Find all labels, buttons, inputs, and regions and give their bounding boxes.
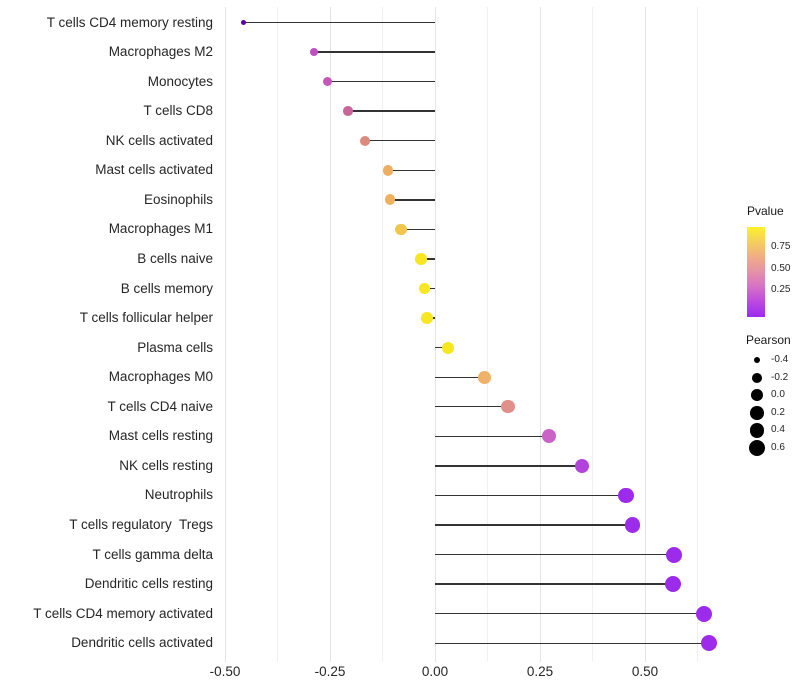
pearson-legend-dot: [751, 389, 763, 402]
gridline-minor: [382, 7, 383, 662]
lollipop-stem: [364, 140, 435, 142]
x-axis-tick-label: 0.25: [526, 664, 554, 679]
lollipop-stem: [435, 465, 582, 467]
lollipop-stem: [390, 199, 435, 201]
y-axis-label: NK cells activated: [105, 132, 213, 148]
gridline-major: [539, 7, 541, 662]
lollipop-dot: [309, 47, 319, 57]
y-axis-label: B cells naive: [137, 250, 213, 266]
lollipop-dot: [418, 282, 431, 295]
y-axis-label: Mast cells activated: [95, 162, 213, 178]
pearson-tick-label: -0.4: [771, 354, 789, 365]
lollipop-stem: [435, 583, 674, 585]
lollipop-dot: [618, 487, 634, 504]
lollipop-stem: [435, 376, 485, 378]
lollipop-dot: [382, 164, 394, 176]
lollipop-dot: [323, 77, 333, 87]
gridline-major: [224, 7, 226, 662]
pearson-legend-dot: [748, 439, 766, 457]
pvalue-legend-title: Pvalue: [747, 204, 784, 218]
gridline-major: [434, 7, 436, 662]
lollipop-dot: [624, 517, 641, 533]
y-axis-label: T cells gamma delta: [92, 546, 213, 562]
lollipop-dot: [665, 576, 682, 593]
x-axis-tick-label: 0.00: [421, 664, 449, 679]
y-axis-label: Neutrophils: [144, 487, 213, 503]
lollipop-stem: [387, 169, 435, 171]
lollipop-dot: [700, 635, 718, 652]
y-axis-label: Macrophages M2: [108, 44, 213, 60]
lollipop-dot: [343, 106, 353, 117]
pvalue-tick-label: 0.75: [771, 241, 791, 252]
y-axis-label: B cells memory: [120, 280, 213, 296]
lollipop-stem: [435, 642, 709, 644]
pvalue-tick-label: 0.25: [771, 284, 791, 295]
lollipop-dot: [359, 135, 370, 146]
lollipop-stem: [421, 258, 435, 260]
pearson-tick-label: 0.4: [771, 424, 785, 436]
pearson-tick-label: 0.2: [771, 406, 785, 418]
lollipop-dot: [665, 546, 682, 563]
lollipop-dot: [574, 458, 590, 474]
lollipop-stem: [435, 613, 704, 615]
pvalue-colorbar: [747, 227, 765, 317]
y-axis-label: Dendritic cells resting: [84, 576, 213, 592]
y-axis-label: NK cells resting: [119, 457, 213, 473]
lollipop-stem: [435, 524, 633, 526]
pearson-tick-label: 0.0: [771, 389, 785, 401]
lollipop-dot: [695, 605, 712, 622]
lollipop-stem: [435, 406, 509, 408]
lollipop-stem: [400, 228, 435, 231]
lollipop-dot: [501, 400, 515, 414]
y-axis-label: Macrophages M0: [108, 369, 213, 385]
lollipop-dot: [477, 370, 491, 384]
lollipop-stem: [243, 21, 435, 24]
x-axis-tick-label: -0.25: [314, 664, 346, 679]
pvalue-tick-label: 0.50: [771, 262, 791, 274]
lollipop-dot: [421, 312, 433, 324]
pearson-legend-dot: [753, 356, 761, 364]
y-axis-label: Eosinophils: [143, 191, 213, 207]
gridline-minor: [697, 7, 698, 662]
lollipop-stem: [435, 435, 549, 438]
pearson-legend-title: Pearson: [746, 333, 791, 347]
lollipop-dot: [541, 429, 556, 444]
y-axis-label: T cells CD4 memory resting: [46, 14, 213, 30]
lollipop-stem: [314, 51, 435, 53]
gridline-major: [329, 7, 331, 662]
lollipop-stem: [435, 553, 674, 556]
pearson-legend-dot: [752, 372, 762, 383]
y-axis-label: T cells CD4 memory activated: [33, 605, 213, 621]
x-axis-tick-label: -0.50: [209, 664, 241, 679]
y-axis-label: T cells regulatory Tregs: [69, 517, 213, 533]
y-axis-label: Dendritic cells activated: [71, 635, 213, 651]
gridline-minor: [277, 7, 278, 662]
gridline-minor: [592, 7, 593, 662]
lollipop-stem: [435, 346, 449, 349]
y-axis-label: T cells CD4 naive: [107, 398, 213, 414]
y-axis-label: Monocytes: [147, 73, 213, 89]
x-axis-tick-label: 0.50: [631, 664, 659, 679]
pearson-tick-label: 0.6: [771, 442, 785, 453]
gridline-major: [644, 7, 646, 662]
lollipop-dot: [415, 253, 427, 265]
lollipop-stem: [348, 110, 435, 112]
lollipop-dot: [241, 20, 247, 25]
y-axis-label: Plasma cells: [137, 339, 213, 355]
pearson-legend-dot: [750, 406, 764, 420]
lollipop-dot: [441, 341, 455, 354]
lollipop-stem: [327, 80, 435, 83]
y-axis-label: T cells follicular helper: [79, 310, 213, 326]
lollipop-dot: [395, 223, 407, 235]
pearson-legend-dot: [749, 422, 765, 438]
y-axis-label: Mast cells resting: [108, 428, 213, 444]
lollipop-dot: [384, 194, 396, 206]
lollipop-stem: [435, 494, 627, 497]
y-axis-label: T cells CD8: [143, 103, 213, 119]
y-axis-label: Macrophages M1: [108, 221, 213, 237]
pearson-tick-label: -0.2: [771, 371, 789, 383]
gridline-minor: [487, 7, 488, 662]
